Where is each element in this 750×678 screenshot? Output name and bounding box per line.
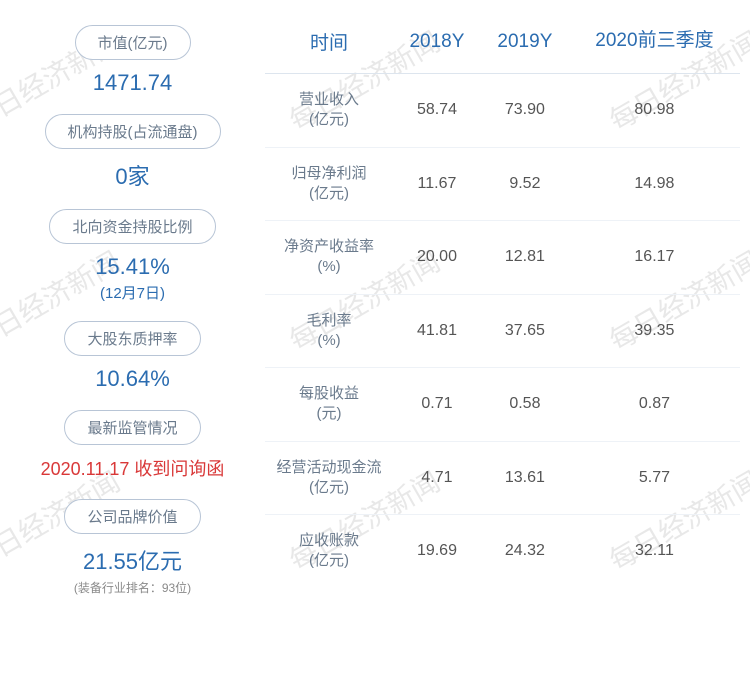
metric-value: 2020.11.17 收到问询函 xyxy=(41,455,225,481)
metric-brand-value: 公司品牌价值 21.55亿元 (装备行业排名：93位) xyxy=(20,499,245,596)
table-cell: 16.17 xyxy=(569,221,740,295)
table-cell: 12.81 xyxy=(481,221,569,295)
table-cell: 19.69 xyxy=(393,515,481,588)
left-metrics-panel: 市值(亿元) 1471.74 机构持股(占流通盘) 0家 北向资金持股比例 15… xyxy=(0,0,265,678)
col-time: 时间 xyxy=(265,10,393,74)
table-cell: 0.71 xyxy=(393,368,481,442)
table-cell: 39.35 xyxy=(569,294,740,368)
metric-value: 1471.74 xyxy=(93,70,173,96)
table-cell: 13.61 xyxy=(481,441,569,515)
table-cell: 0.58 xyxy=(481,368,569,442)
table-cell: 4.71 xyxy=(393,441,481,515)
metric-label: 公司品牌价值 xyxy=(64,499,200,534)
table-row: 毛利率(%)41.8137.6539.35 xyxy=(265,294,740,368)
col-2020q3: 2020前三季度 xyxy=(569,10,740,74)
metric-value: 15.41% xyxy=(95,254,170,280)
financial-table: 时间 2018Y 2019Y 2020前三季度 营业收入(亿元)58.7473.… xyxy=(265,10,740,588)
metric-value: 10.64% xyxy=(95,366,170,392)
table-cell: 24.32 xyxy=(481,515,569,588)
table-cell: 5.77 xyxy=(569,441,740,515)
table-cell: 41.81 xyxy=(393,294,481,368)
table-row: 经营活动现金流(亿元)4.7113.615.77 xyxy=(265,441,740,515)
row-label: 净资产收益率(%) xyxy=(265,221,393,295)
metric-label: 大股东质押率 xyxy=(64,321,200,356)
metric-label: 最新监管情况 xyxy=(64,410,200,445)
table-row: 每股收益(元)0.710.580.87 xyxy=(265,368,740,442)
table-cell: 58.74 xyxy=(393,74,481,148)
row-label: 每股收益(元) xyxy=(265,368,393,442)
table-cell: 9.52 xyxy=(481,147,569,221)
table-cell: 0.87 xyxy=(569,368,740,442)
metric-label: 机构持股(占流通盘) xyxy=(45,114,221,149)
table-cell: 80.98 xyxy=(569,74,740,148)
metric-label: 北向资金持股比例 xyxy=(49,209,215,244)
row-label: 营业收入(亿元) xyxy=(265,74,393,148)
row-label: 经营活动现金流(亿元) xyxy=(265,441,393,515)
metric-sub: (12月7日) xyxy=(100,282,165,303)
table-row: 净资产收益率(%)20.0012.8116.17 xyxy=(265,221,740,295)
row-label: 归母净利润(亿元) xyxy=(265,147,393,221)
metric-institution-hold: 机构持股(占流通盘) 0家 xyxy=(20,114,245,191)
table-row: 归母净利润(亿元)11.679.5214.98 xyxy=(265,147,740,221)
table-row: 营业收入(亿元)58.7473.9080.98 xyxy=(265,74,740,148)
row-label: 毛利率(%) xyxy=(265,294,393,368)
metric-regulatory: 最新监管情况 2020.11.17 收到问询函 xyxy=(20,410,245,481)
row-label: 应收账款(亿元) xyxy=(265,515,393,588)
metric-note: (装备行业排名：93位) xyxy=(74,579,191,596)
table-cell: 37.65 xyxy=(481,294,569,368)
table-cell: 73.90 xyxy=(481,74,569,148)
metric-northbound-ratio: 北向资金持股比例 15.41% (12月7日) xyxy=(20,209,245,303)
metric-value: 0家 xyxy=(115,159,149,191)
financial-table-panel: 时间 2018Y 2019Y 2020前三季度 营业收入(亿元)58.7473.… xyxy=(265,0,750,678)
table-cell: 14.98 xyxy=(569,147,740,221)
metric-label: 市值(亿元) xyxy=(75,25,191,60)
metric-market-cap: 市值(亿元) 1471.74 xyxy=(20,25,245,96)
table-row: 应收账款(亿元)19.6924.3232.11 xyxy=(265,515,740,588)
col-2019: 2019Y xyxy=(481,10,569,74)
table-cell: 11.67 xyxy=(393,147,481,221)
table-header-row: 时间 2018Y 2019Y 2020前三季度 xyxy=(265,10,740,74)
metric-pledge-ratio: 大股东质押率 10.64% xyxy=(20,321,245,392)
metric-value: 21.55亿元 xyxy=(83,544,182,576)
col-2018: 2018Y xyxy=(393,10,481,74)
table-cell: 20.00 xyxy=(393,221,481,295)
table-cell: 32.11 xyxy=(569,515,740,588)
